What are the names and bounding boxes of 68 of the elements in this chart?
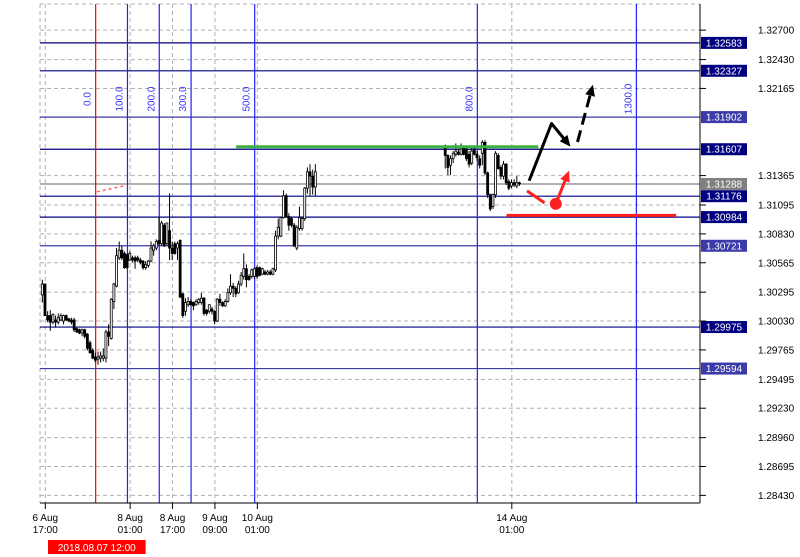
ref-line-label: 200.0 — [146, 86, 158, 112]
ref-line-label: 800.0 — [464, 86, 476, 112]
ref-line-label: 1.29594 — [706, 364, 743, 376]
candlestick — [202, 296, 206, 316]
candlestick — [96, 351, 100, 366]
y-tick-label: 1.32700 — [758, 26, 795, 37]
y-tick-label: 1.30565 — [758, 258, 795, 270]
ref-line-label: 300.0 — [178, 86, 190, 112]
y-tick-label: 1.32165 — [758, 84, 795, 95]
y-tick-label: 1.30295 — [758, 288, 795, 299]
candlestick — [94, 352, 97, 363]
x-tick-label: 8 Aug 01:00 — [117, 513, 144, 536]
y-tick-label: 1.30030 — [758, 316, 795, 328]
candlestick — [250, 268, 254, 280]
candlestick — [99, 351, 102, 363]
y-tick-label: 1.30830 — [758, 229, 795, 240]
candlestick — [86, 332, 89, 351]
candlestick — [162, 222, 166, 248]
ref-line-label: 1.31607 — [706, 144, 743, 156]
x-tick-label: 8 Aug 17:00 — [160, 513, 186, 536]
ref-line-label: 500.0 — [242, 86, 253, 112]
y-tick-label: 1.28695 — [758, 462, 795, 473]
candlestick — [460, 142, 463, 156]
candlestick — [54, 315, 57, 328]
candlestick — [56, 312, 60, 325]
ref-line-label: 1.32327 — [706, 66, 743, 78]
y-tick-label: 1.28430 — [758, 490, 795, 502]
ref-line-label: 1.32583 — [706, 38, 743, 50]
y-tick-label: 1.32430 — [758, 55, 795, 66]
candlestick — [158, 216, 160, 246]
ref-line-label: 1.30984 — [706, 212, 743, 224]
candlestick — [142, 260, 144, 270]
candlestick — [134, 255, 136, 270]
y-tick-label: 1.29230 — [758, 404, 795, 415]
y-tick-label: 1.31365 — [758, 171, 795, 182]
y-tick-label: 1.29765 — [758, 345, 795, 356]
x-tick-label: 10 Aug 01:00 — [242, 513, 273, 536]
candlestick — [48, 310, 52, 332]
candlestick — [314, 164, 317, 196]
candlestick — [470, 147, 474, 166]
candlestick — [256, 264, 258, 280]
ref-line-label: 1.31902 — [706, 112, 743, 124]
candlestick — [62, 314, 65, 325]
candlestick — [184, 298, 187, 316]
candlestick — [216, 298, 219, 323]
ref-line-label: 1.31288 — [706, 179, 743, 190]
ref-line-label: 1.31176 — [706, 192, 742, 203]
x-tick-label: 14 Aug 01:00 — [496, 513, 528, 536]
ref-line-label: 0.0 — [82, 92, 94, 106]
ref-line-label: 1.30721 — [706, 241, 743, 252]
x-tick-label: 6 Aug 17:00 — [32, 513, 58, 536]
candlestick — [515, 176, 518, 189]
x-tick-label: 9 Aug 09:00 — [202, 513, 228, 536]
y-tick-label: 1.31095 — [758, 200, 795, 212]
ref-line-label: 1300.0 — [623, 83, 634, 114]
candlestick — [468, 150, 470, 168]
y-tick-label: 1.29495 — [758, 374, 795, 386]
ref-line-label: 1.29975 — [706, 322, 743, 334]
candlestick — [126, 253, 129, 270]
candlestick — [449, 154, 452, 176]
candlestick — [160, 220, 163, 246]
candlestick — [72, 317, 76, 332]
candlestick — [252, 267, 256, 280]
candlestick — [168, 193, 171, 261]
candlestick — [308, 164, 312, 196]
ref-line-label: 100.0 — [114, 86, 126, 112]
text: 2018.08.07 12:00 — [58, 543, 136, 554]
y-tick-label: 1.28960 — [758, 433, 795, 444]
